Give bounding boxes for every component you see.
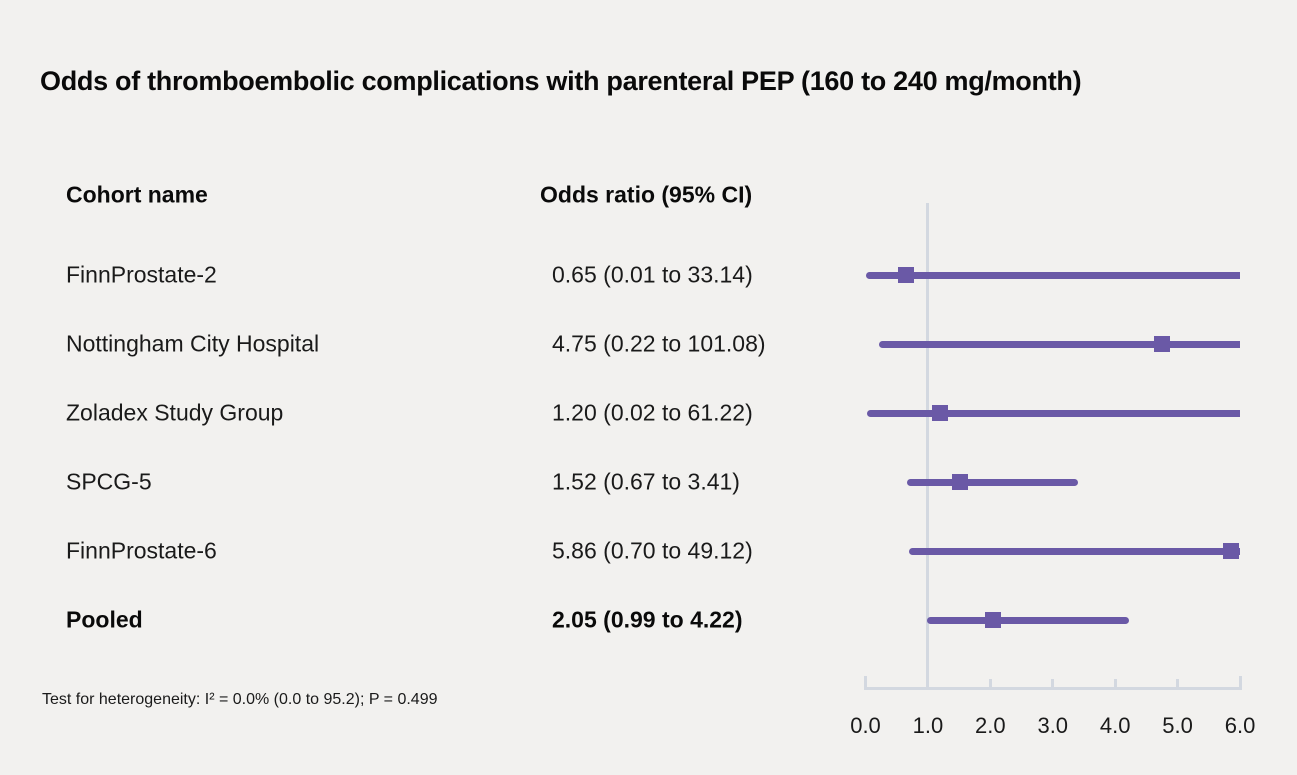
col-header-cohort: Cohort name [66,181,208,208]
x-axis-tick [1051,679,1055,687]
ci-line [879,340,1240,348]
x-axis-tick-label: 2.0 [975,713,1006,738]
or-marker [932,405,949,421]
x-axis-tick-label: 5.0 [1162,713,1193,738]
study-or-value: 0.65 (0.01 to 33.14) [552,261,753,288]
or-marker [952,474,969,490]
or-marker [985,612,1002,628]
study-name: FinnProstate-2 [66,261,217,288]
reference-line [926,203,930,690]
or-marker [1223,543,1240,559]
or-marker [1153,336,1170,352]
study-name: Zoladex Study Group [66,399,284,426]
or-marker [898,267,915,283]
study-name: Nottingham City Hospital [66,330,320,357]
x-axis-tick-label: 4.0 [1099,713,1131,738]
x-axis-tick [988,679,992,687]
study-or-value: 4.75 (0.22 to 101.08) [552,330,766,357]
x-axis-tick-label: 6.0 [1224,713,1256,738]
study-or-value: 5.86 (0.70 to 49.12) [552,537,753,564]
figure-title: Odds of thromboembolic complications wit… [40,66,1082,96]
study-name: Pooled [66,606,143,633]
study-or-value: 1.20 (0.02 to 61.22) [552,399,753,426]
x-axis-tick [864,676,867,687]
col-header-odds-ratio: Odds ratio (95% CI) [540,181,753,208]
ci-line [866,409,1240,417]
ci-line [866,271,1240,279]
x-axis-tick-label: 0.0 [850,713,881,738]
x-axis-tick-label: 3.0 [1037,713,1069,738]
study-or-value: 1.52 (0.67 to 3.41) [552,468,740,495]
ci-line [907,478,1079,486]
x-axis-line [864,687,1242,690]
x-axis-tick [1113,679,1117,687]
study-name: SPCG-5 [66,468,152,495]
ci-line [909,547,1240,555]
ci-line [927,616,1129,624]
x-axis-tick [1238,676,1242,687]
study-or-value: 2.05 (0.99 to 4.22) [552,606,743,633]
heterogeneity-note: Test for heterogeneity: I² = 0.0% (0.0 t… [42,691,438,708]
study-name: FinnProstate-6 [66,537,217,564]
x-axis-tick [1176,679,1180,687]
x-axis-tick-label: 1.0 [912,713,944,738]
